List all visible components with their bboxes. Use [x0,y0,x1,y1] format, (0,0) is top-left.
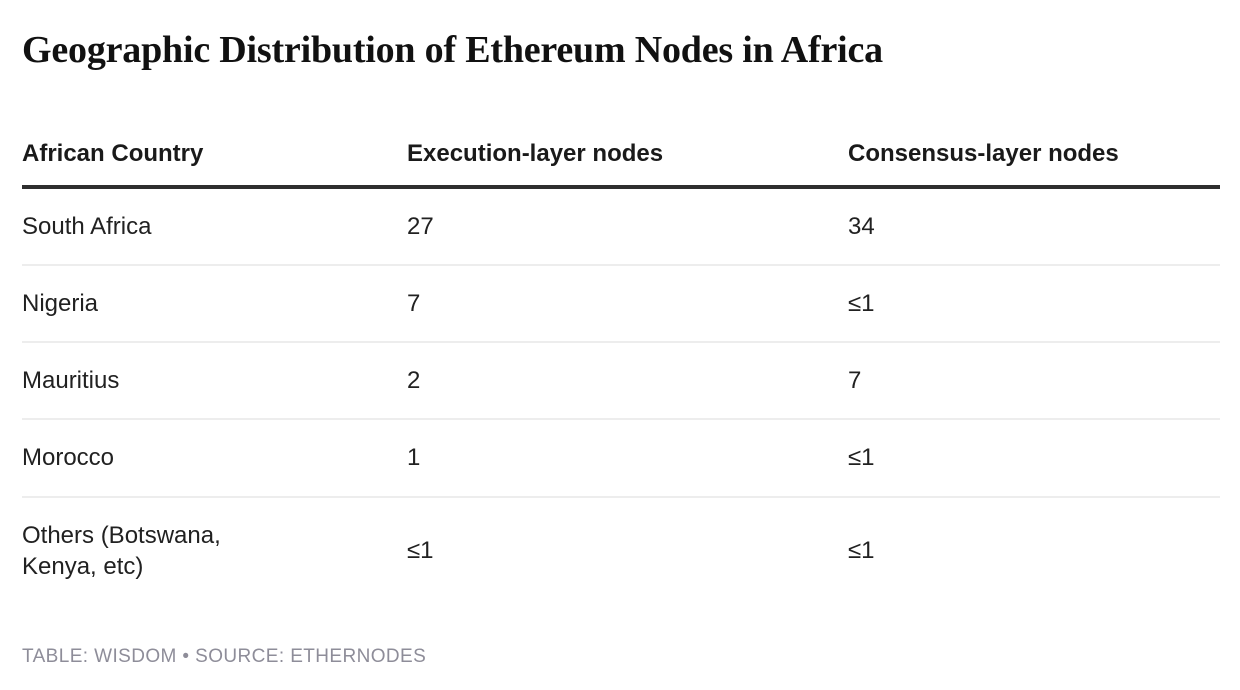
cell-execution-nodes: 7 [407,289,421,317]
cell-country: Others (Botswana, Kenya, etc) [22,521,221,580]
cell-consensus-nodes: 34 [848,212,875,240]
cell-consensus-nodes: ≤1 [848,537,875,565]
table-row: Mauritius 2 7 [22,343,1220,421]
cell-country: Nigeria [22,289,99,317]
page-title: Geographic Distribution of Ethereum Node… [22,29,883,71]
cell-consensus-nodes: ≤1 [848,444,875,472]
table-row: Morocco 1 ≤1 [22,420,1220,498]
data-table: African Country Execution-layer nodes Co… [22,138,1220,604]
cell-country: Morocco [22,444,115,472]
cell-country: Mauritius [22,367,120,395]
table-header-row: African Country Execution-layer nodes Co… [22,138,1220,189]
cell-consensus-nodes: 7 [848,367,862,395]
cell-execution-nodes: 2 [407,367,421,395]
table-row: Others (Botswana, Kenya, etc) ≤1 ≤1 [22,498,1220,604]
column-header-consensus-nodes: Consensus-layer nodes [848,139,1119,167]
cell-country: South Africa [22,212,152,240]
cell-execution-nodes: 1 [407,444,421,472]
table-row: South Africa 27 34 [22,189,1220,266]
column-header-execution-nodes: Execution-layer nodes [407,139,664,167]
column-header-country: African Country [22,139,204,167]
attribution-footer: TABLE: WISDOM • SOURCE: ETHERNODES [22,646,427,667]
cell-execution-nodes: ≤1 [407,537,434,565]
cell-consensus-nodes: ≤1 [848,289,875,317]
cell-execution-nodes: 27 [407,212,434,240]
table-row: Nigeria 7 ≤1 [22,266,1220,344]
